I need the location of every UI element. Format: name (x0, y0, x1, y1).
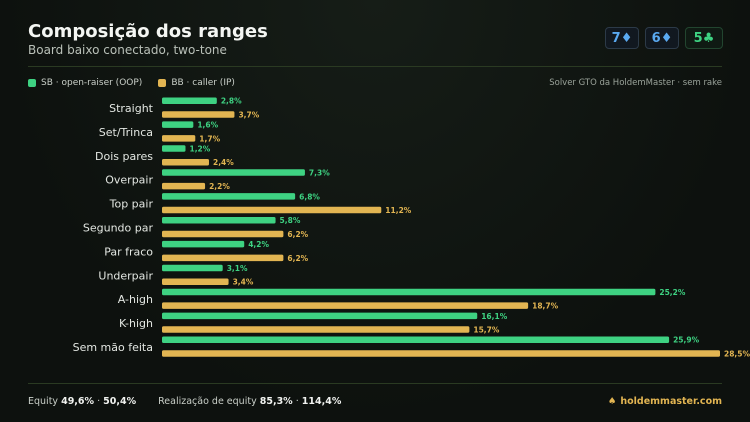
spade-icon: ♠ (607, 396, 617, 407)
category-label: K-high (119, 317, 153, 330)
equity-bb: 50,4% (103, 396, 137, 407)
bar-sb (162, 193, 296, 200)
data-label: 2,4% (213, 158, 234, 167)
legend-swatch-sb (28, 79, 36, 87)
separator: · (97, 396, 101, 407)
data-label: 6,2% (287, 230, 308, 239)
data-label: 15,7% (473, 326, 500, 335)
data-label: 28,5% (724, 349, 750, 358)
club-icon: ♣ (702, 30, 715, 46)
bar-bb (162, 135, 196, 142)
bar-sb (162, 240, 245, 248)
board-cards: 7 ♦ 6 ♦ 5 ♣ (605, 27, 723, 49)
category-label: Sem mão feita (73, 341, 153, 354)
data-label: 1,2% (189, 145, 210, 154)
category-label: Top pair (109, 198, 154, 211)
footer-divider (28, 383, 722, 384)
bar-bb (162, 159, 209, 166)
legend-label-bb: BB · caller (IP) (171, 78, 235, 88)
legend-swatch-bb (158, 79, 167, 87)
legend-item-sb: SB · open-raiser (OOP) (28, 78, 142, 88)
bar-sb (162, 121, 194, 128)
category-label: Dois pares (95, 150, 153, 163)
realization-label: Realização de equity (158, 396, 257, 407)
category-label: Par fraco (104, 245, 153, 258)
category-label: Straight (109, 102, 154, 115)
page-title: Composição dos ranges (28, 21, 268, 42)
card-rank: 6 (651, 30, 661, 46)
equity-stat: Equity 49,6% · 50,4% (28, 396, 136, 407)
page-subtitle: Board baixo conectado, two-tone (28, 43, 227, 57)
card-rank: 7 (611, 30, 621, 46)
bar-bb (162, 278, 229, 285)
category-label: Overpair (105, 174, 153, 187)
bar-bb (162, 326, 470, 333)
data-label: 2,8% (221, 97, 242, 106)
bar-sb (162, 217, 276, 224)
header-divider (28, 66, 722, 67)
bar-bb (162, 182, 206, 190)
brand: ♠ holdemmaster.com (608, 396, 722, 407)
data-label: 5,8% (280, 216, 301, 225)
bar-sb (162, 336, 670, 343)
bar-sb (162, 97, 217, 104)
bar-sb (162, 288, 656, 296)
data-label: 2,2% (209, 182, 230, 191)
data-label: 25,2% (659, 288, 686, 297)
board-card-3: 5 ♣ (685, 27, 723, 49)
equity-sb: 49,6% (61, 396, 95, 407)
data-label: 1,6% (197, 121, 218, 130)
data-label: 18,7% (532, 302, 559, 311)
diamond-icon: ♦ (620, 30, 633, 46)
category-label: Segundo par (83, 222, 154, 235)
footer-stats: Equity 49,6% · 50,4% Realização de equit… (28, 396, 341, 407)
bar-sb (162, 145, 186, 152)
realization-bb: 114,4% (301, 396, 342, 407)
data-label: 7,3% (309, 168, 330, 177)
data-label: 4,2% (248, 240, 269, 249)
legend-label-sb: SB · open-raiser (OOP) (41, 78, 143, 88)
diamond-icon: ♦ (660, 30, 673, 46)
bar-sb (162, 169, 305, 176)
category-label: A-high (118, 293, 153, 306)
board-card-2: 6 ♦ (645, 27, 679, 49)
data-label: 3,7% (238, 110, 259, 119)
bar-bb (162, 230, 284, 238)
bar-bb (162, 350, 720, 357)
bar-sb (162, 312, 478, 320)
equity-label: Equity (28, 396, 59, 407)
source-note: Solver GTO da HoldemMaster · sem rake (549, 78, 722, 88)
data-label: 16,1% (481, 312, 508, 321)
realization-sb: 85,3% (259, 396, 293, 407)
category-label: Set/Trinca (99, 126, 153, 139)
data-label: 11,2% (385, 206, 412, 215)
board-card-1: 7 ♦ (605, 27, 639, 49)
data-label: 25,9% (673, 336, 700, 345)
bar-bb (162, 206, 382, 214)
legend: SB · open-raiser (OOP) BB · caller (IP) (28, 78, 235, 88)
separator: · (295, 396, 299, 407)
bar-bb (162, 254, 284, 262)
bar-bb (162, 111, 235, 118)
data-label: 6,2% (287, 254, 308, 263)
data-label: 6,8% (299, 192, 320, 201)
card-rank: 5 (693, 30, 703, 46)
realization-stat: Realização de equity 85,3% · 114,4% (158, 396, 341, 407)
bar-bb (162, 302, 529, 309)
data-label: 1,7% (199, 134, 220, 143)
legend-item-bb: BB · caller (IP) (158, 78, 235, 88)
bar-sb (162, 264, 223, 272)
brand-name: holdemmaster.com (620, 396, 722, 407)
category-label: Underpair (98, 269, 153, 282)
data-label: 3,4% (233, 278, 254, 287)
data-label: 3,1% (227, 264, 248, 273)
